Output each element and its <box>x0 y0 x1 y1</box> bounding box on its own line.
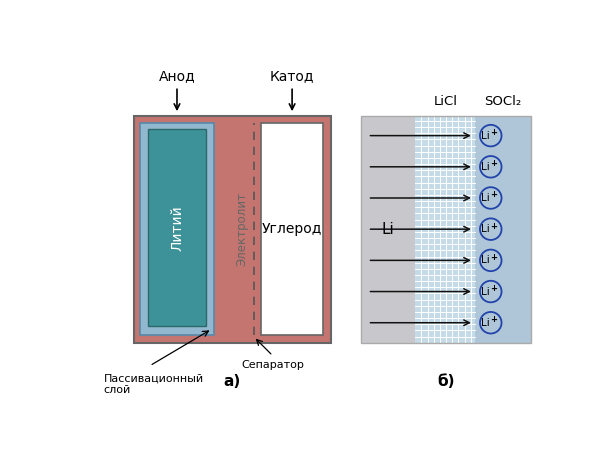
Text: Анод: Анод <box>158 69 196 83</box>
Text: +: + <box>490 315 497 324</box>
Bar <box>134 116 331 343</box>
Text: Li: Li <box>382 222 395 237</box>
Text: Сепаратор: Сепаратор <box>241 360 304 370</box>
Text: Li: Li <box>481 193 490 203</box>
Circle shape <box>480 218 502 240</box>
Bar <box>475 116 531 343</box>
Circle shape <box>480 281 502 302</box>
Text: +: + <box>490 128 497 137</box>
Circle shape <box>480 125 502 146</box>
Circle shape <box>480 156 502 178</box>
Text: +: + <box>490 253 497 262</box>
Bar <box>361 116 415 343</box>
Text: Li: Li <box>481 224 490 234</box>
Text: Li: Li <box>481 287 490 297</box>
Text: Li: Li <box>481 318 490 328</box>
Text: LiCl: LiCl <box>433 95 457 108</box>
Text: +: + <box>490 159 497 168</box>
Text: Литий: Литий <box>170 205 184 251</box>
Text: +: + <box>490 190 497 199</box>
Bar <box>140 123 214 335</box>
Text: Катод: Катод <box>270 69 314 83</box>
Text: SOCl₂: SOCl₂ <box>484 95 522 108</box>
Text: Li: Li <box>481 162 490 172</box>
Bar <box>415 116 475 343</box>
Text: Li: Li <box>481 130 490 140</box>
Bar <box>262 123 323 335</box>
Text: Пассивационный
слой: Пассивационный слой <box>103 374 203 395</box>
Bar <box>361 116 531 343</box>
Text: +: + <box>490 221 497 230</box>
Text: +: + <box>490 284 497 293</box>
Circle shape <box>480 312 502 333</box>
Bar <box>148 130 206 326</box>
Text: б): б) <box>437 374 455 388</box>
Text: а): а) <box>224 374 241 388</box>
Text: Электролит: Электролит <box>236 192 248 266</box>
Text: Li: Li <box>481 255 490 266</box>
Circle shape <box>480 187 502 209</box>
Text: Углерод: Углерод <box>262 222 322 236</box>
Circle shape <box>480 250 502 271</box>
